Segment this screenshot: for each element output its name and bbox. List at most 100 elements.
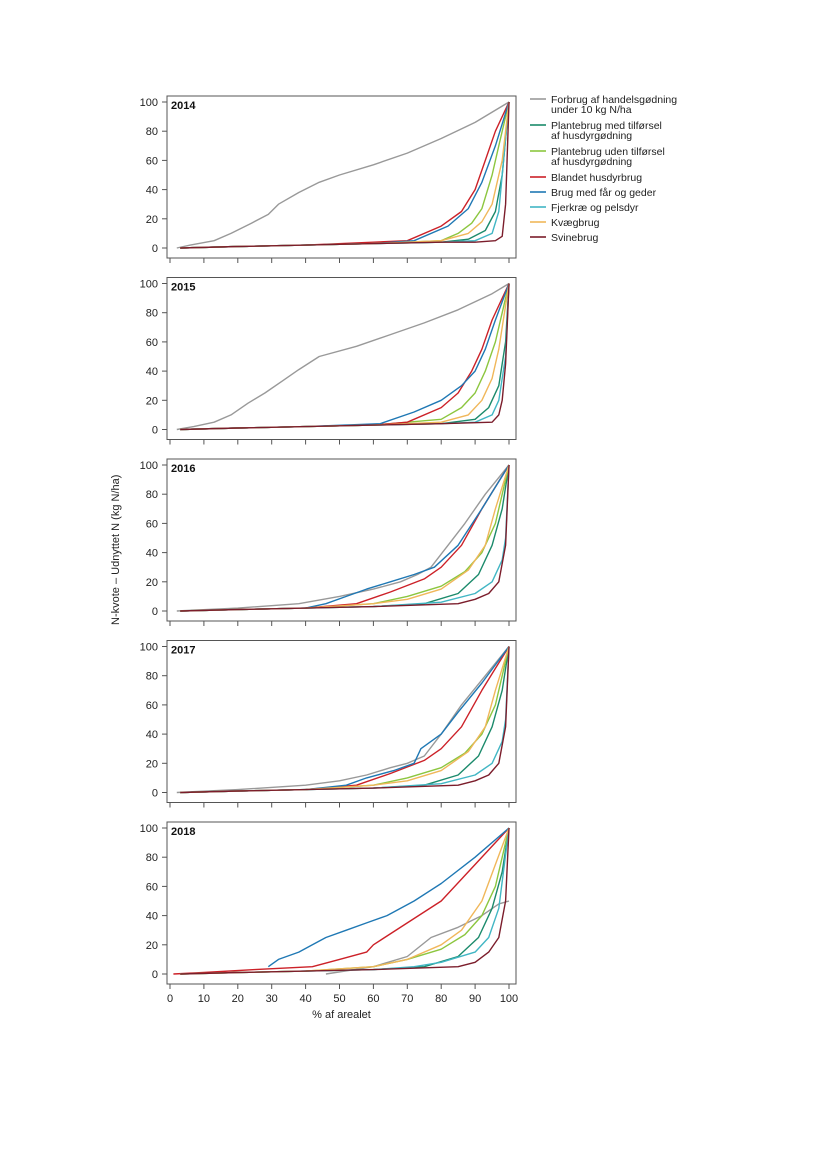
y-tick-label: 80 xyxy=(146,126,158,138)
x-axis-label: % af arealet xyxy=(312,1009,371,1021)
legend-label-5: Fjerkræ og pelsdyr xyxy=(551,202,639,214)
series-line-2017-3 xyxy=(180,646,510,794)
x-tick-label: 100 xyxy=(500,993,518,1005)
panel-title-2016: 2016 xyxy=(171,463,195,475)
series-line-2016-0 xyxy=(176,464,510,612)
y-tick-label: 100 xyxy=(140,823,158,835)
series-line-2017-7 xyxy=(180,646,510,794)
x-tick-label: 90 xyxy=(469,993,481,1005)
series-line-2015-6 xyxy=(180,283,510,431)
series-line-2018-7 xyxy=(180,827,510,975)
panel-title-2017: 2017 xyxy=(171,645,195,657)
y-tick-label: 60 xyxy=(146,881,158,893)
series-line-2016-7 xyxy=(180,464,510,612)
y-tick-label: 60 xyxy=(146,337,158,349)
y-tick-label: 60 xyxy=(146,700,158,712)
x-tick-label: 50 xyxy=(333,993,345,1005)
x-tick-label: 30 xyxy=(266,993,278,1005)
y-tick-label: 60 xyxy=(146,155,158,167)
y-tick-label: 20 xyxy=(146,758,158,770)
y-tick-label: 40 xyxy=(146,366,158,378)
x-tick-label: 60 xyxy=(367,993,379,1005)
series-line-2014-4 xyxy=(180,101,510,249)
y-tick-label: 0 xyxy=(152,425,158,437)
plot-frame-2015 xyxy=(166,277,517,440)
x-tick-label: 20 xyxy=(232,993,244,1005)
y-tick-label: 100 xyxy=(140,642,158,654)
y-tick-label: 0 xyxy=(152,243,158,255)
legend-label-2: Plantebrug uden tilførsel xyxy=(551,146,665,158)
series-line-2016-2 xyxy=(180,464,510,612)
y-tick-label: 100 xyxy=(140,97,158,109)
legend-label-0: under 10 kg N/ha xyxy=(551,104,632,116)
plot-frame-2014 xyxy=(166,95,517,259)
series-line-2018-5 xyxy=(180,827,510,975)
y-tick-label: 80 xyxy=(146,308,158,320)
panel-title-2014: 2014 xyxy=(171,100,196,112)
plot-frame-2016 xyxy=(166,458,517,622)
y-tick-label: 40 xyxy=(146,911,158,923)
plot-frame-2018 xyxy=(166,821,517,985)
series-line-2014-5 xyxy=(180,101,510,249)
panel-title-2018: 2018 xyxy=(171,826,195,838)
legend-label-6: Kvægbrug xyxy=(551,217,600,229)
legend-label-7: Svinebrug xyxy=(551,232,598,244)
y-tick-label: 20 xyxy=(146,395,158,407)
series-line-2017-1 xyxy=(180,646,510,794)
legend-label-4: Brug med får og geder xyxy=(551,187,657,199)
series-line-2016-6 xyxy=(180,464,510,612)
series-line-2015-7 xyxy=(180,283,510,431)
series-line-2018-1 xyxy=(180,827,510,975)
y-tick-label: 100 xyxy=(140,279,158,291)
y-axis-label: N-kvote – Udnyttet N (kg N/ha) xyxy=(110,475,122,625)
y-tick-label: 0 xyxy=(152,969,158,981)
x-tick-label: 10 xyxy=(198,993,210,1005)
y-tick-label: 60 xyxy=(146,518,158,530)
y-tick-label: 20 xyxy=(146,214,158,226)
x-tick-label: 70 xyxy=(401,993,413,1005)
y-tick-label: 40 xyxy=(146,185,158,197)
legend-label-1: af husdyrgødning xyxy=(551,130,632,142)
legend-label-1: Plantebrug med tilførsel xyxy=(551,120,662,132)
y-tick-label: 40 xyxy=(146,729,158,741)
series-line-2016-1 xyxy=(180,464,510,612)
series-line-2014-2 xyxy=(180,101,510,249)
series-line-2014-3 xyxy=(180,101,510,249)
series-line-2018-3 xyxy=(173,827,510,975)
y-tick-label: 20 xyxy=(146,577,158,589)
series-line-2014-0 xyxy=(176,101,510,249)
legend-label-2: af husdyrgødning xyxy=(551,156,632,168)
x-tick-label: 80 xyxy=(435,993,447,1005)
series-line-2017-2 xyxy=(180,646,510,794)
y-tick-label: 80 xyxy=(146,671,158,683)
series-line-2017-0 xyxy=(176,646,510,794)
series-line-2015-1 xyxy=(180,283,510,431)
plot-frame-2017 xyxy=(166,640,517,803)
y-tick-label: 80 xyxy=(146,852,158,864)
series-line-2018-2 xyxy=(180,827,510,975)
series-line-2017-6 xyxy=(180,646,510,794)
series-line-2017-4 xyxy=(180,646,510,794)
series-line-2014-1 xyxy=(180,101,510,249)
series-line-2016-5 xyxy=(180,464,510,612)
y-tick-label: 0 xyxy=(152,606,158,618)
legend-label-3: Blandet husdyrbrug xyxy=(551,172,642,184)
y-tick-label: 20 xyxy=(146,940,158,952)
x-tick-label: 40 xyxy=(299,993,311,1005)
series-line-2016-3 xyxy=(180,464,510,612)
series-line-2015-3 xyxy=(180,283,510,431)
series-line-2018-4 xyxy=(267,827,510,968)
series-line-2015-2 xyxy=(180,283,510,431)
y-tick-label: 100 xyxy=(140,460,158,472)
series-line-2018-0 xyxy=(325,900,510,975)
y-tick-label: 0 xyxy=(152,788,158,800)
y-tick-label: 80 xyxy=(146,489,158,501)
series-line-2016-4 xyxy=(180,464,510,612)
legend-label-0: Forbrug af handelsgødning xyxy=(551,94,677,106)
series-line-2014-6 xyxy=(180,101,510,249)
panel-title-2015: 2015 xyxy=(171,282,195,294)
series-line-2014-7 xyxy=(180,101,510,249)
series-line-2018-6 xyxy=(180,827,510,975)
